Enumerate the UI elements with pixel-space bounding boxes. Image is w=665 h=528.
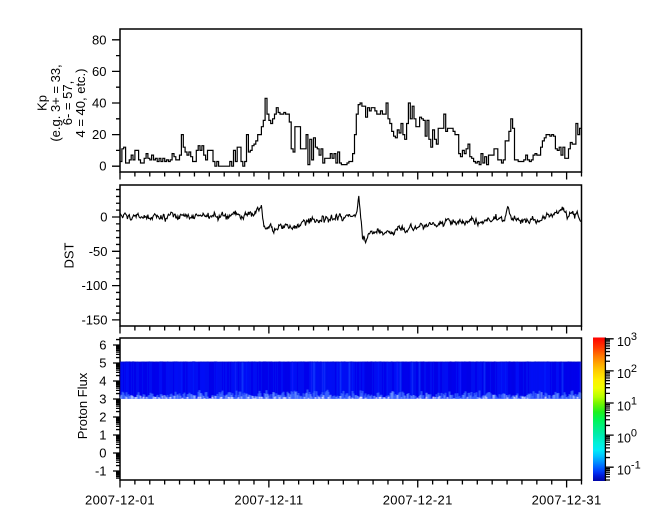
svg-text:6- = 57,: 6- = 57, xyxy=(60,81,75,125)
svg-text:2007-12-31: 2007-12-31 xyxy=(532,493,602,508)
svg-text:40: 40 xyxy=(92,96,106,111)
svg-text:6: 6 xyxy=(99,338,106,353)
svg-text:-50: -50 xyxy=(89,244,108,259)
svg-text:5: 5 xyxy=(99,356,106,371)
svg-text:2: 2 xyxy=(99,410,106,425)
svg-text:2007-12-11: 2007-12-11 xyxy=(234,493,303,508)
svg-text:80: 80 xyxy=(92,32,106,47)
svg-text:20: 20 xyxy=(92,127,106,142)
svg-text:4: 4 xyxy=(99,374,106,389)
svg-text:-100: -100 xyxy=(81,278,107,293)
svg-text:Kp: Kp xyxy=(35,95,50,111)
svg-text:0: 0 xyxy=(100,210,107,225)
svg-text:2007-12-01: 2007-12-01 xyxy=(85,493,155,508)
svg-text:0: 0 xyxy=(99,446,106,461)
svg-text:1: 1 xyxy=(99,428,106,443)
svg-text:-1: -1 xyxy=(95,464,107,479)
svg-text:4 = 40, etc.): 4 = 40, etc.) xyxy=(73,68,88,137)
svg-text:-150: -150 xyxy=(81,312,107,327)
svg-text:0: 0 xyxy=(99,159,106,174)
svg-text:60: 60 xyxy=(92,64,106,79)
svg-text:Proton Flux: Proton Flux xyxy=(75,372,90,439)
svg-text:DST: DST xyxy=(62,242,77,268)
svg-text:3: 3 xyxy=(99,392,106,407)
svg-text:(e.g. 3+ = 33,: (e.g. 3+ = 33, xyxy=(48,64,63,141)
svg-text:2007-12-21: 2007-12-21 xyxy=(383,493,453,508)
